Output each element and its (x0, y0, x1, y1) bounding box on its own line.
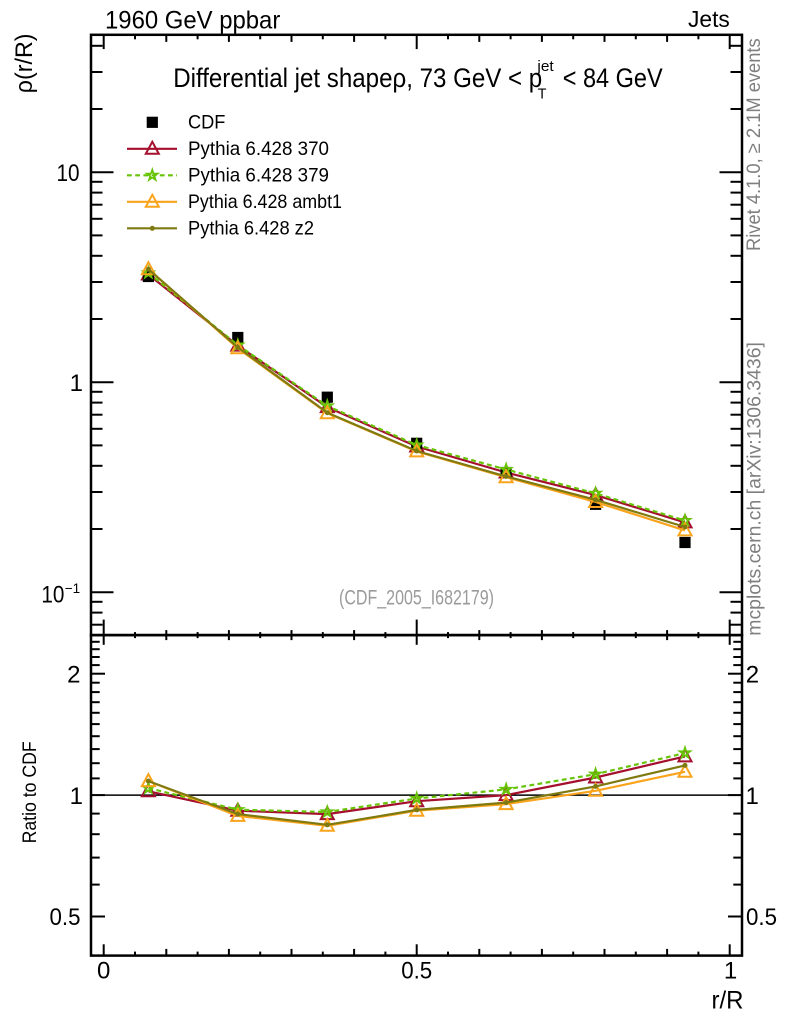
svg-text:1: 1 (724, 957, 737, 984)
svg-text:0: 0 (97, 957, 110, 984)
svg-text:Pythia 6.428 z2: Pythia 6.428 z2 (188, 218, 314, 240)
svg-text:(CDF_2005_I682179): (CDF_2005_I682179) (339, 586, 494, 609)
svg-text:2: 2 (746, 661, 759, 688)
svg-text:ρ(r/R): ρ(r/R) (11, 33, 38, 93)
svg-text:Differential jet shapeρ, 73 Ge: Differential jet shapeρ, 73 GeV < p (173, 63, 542, 93)
svg-text:Jets: Jets (688, 6, 730, 32)
svg-text:T: T (538, 85, 547, 102)
svg-text:0.5: 0.5 (746, 904, 777, 931)
svg-text:mcplots.cern.ch [arXiv:1306.34: mcplots.cern.ch [arXiv:1306.3436] (744, 342, 766, 636)
svg-text:r/R: r/R (712, 987, 744, 1015)
svg-text:1960 GeV ppbar: 1960 GeV ppbar (105, 6, 280, 34)
svg-text:Rivet 4.1.0, ≥ 2.1M events: Rivet 4.1.0, ≥ 2.1M events (743, 38, 765, 251)
svg-text:1: 1 (746, 783, 759, 810)
svg-text:jet: jet (536, 58, 554, 75)
svg-text:Pythia 6.428 379: Pythia 6.428 379 (188, 165, 329, 187)
svg-text:1: 1 (70, 783, 83, 810)
svg-text:CDF: CDF (188, 112, 225, 134)
svg-text:Pythia 6.428 ambt1: Pythia 6.428 ambt1 (188, 191, 342, 213)
svg-text:2: 2 (67, 661, 80, 688)
svg-text:0.5: 0.5 (401, 957, 432, 984)
svg-text:10: 10 (57, 160, 80, 187)
svg-text:< 84 GeV: < 84 GeV (563, 63, 663, 93)
svg-text:Pythia 6.428 370: Pythia 6.428 370 (188, 138, 329, 160)
svg-text:Ratio to CDF: Ratio to CDF (19, 741, 41, 843)
svg-text:−1: −1 (65, 580, 81, 596)
svg-text:0.5: 0.5 (50, 904, 81, 931)
svg-text:10: 10 (41, 581, 64, 608)
svg-text:1: 1 (70, 370, 83, 397)
